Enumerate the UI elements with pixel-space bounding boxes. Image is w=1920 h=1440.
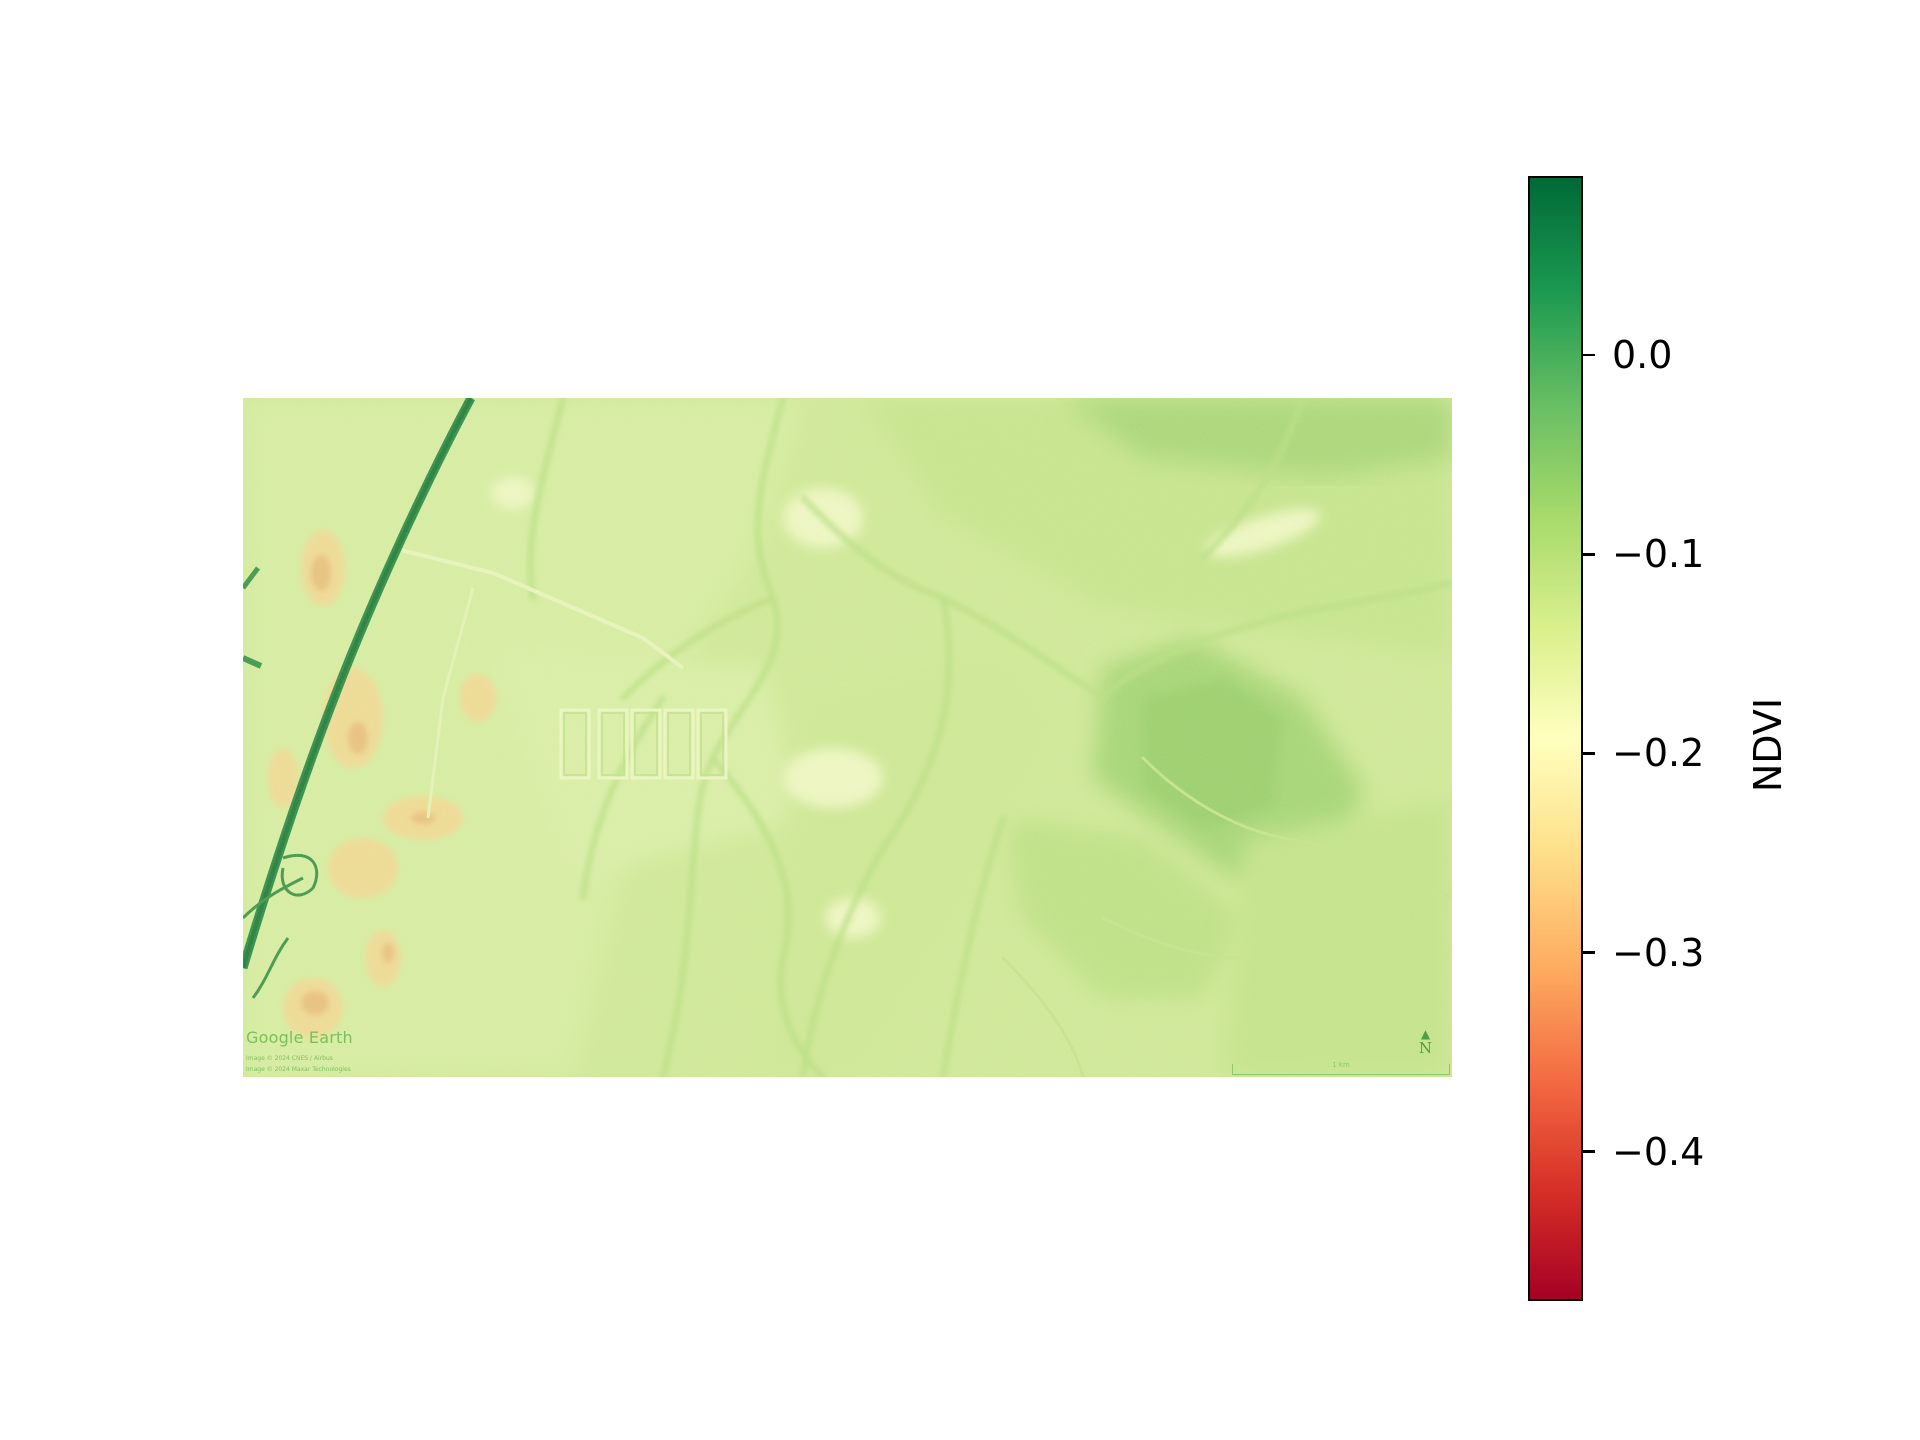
colorbar-frame [1528,176,1583,1301]
colorbar-title: NDVI [1746,697,1790,793]
ndvi-raster [243,398,1452,1077]
colorbar-tick-mark [1583,1150,1595,1153]
ndvi-map-image: Google Earth Image © 2024 CNES / Airbus … [243,398,1452,1077]
colorbar-tick-label: −0.1 [1612,532,1705,577]
colorbar-tick-mark [1583,353,1595,357]
imagery-credit-1: Image © 2024 CNES / Airbus [246,1055,333,1062]
colorbar-tick-mark [1583,951,1595,954]
north-arrow: ▲ N [1418,1027,1432,1057]
colorbar-tick-mark [1583,553,1595,556]
colorbar-gradient [1528,176,1583,1301]
google-earth-logo: Google Earth [246,1028,353,1047]
scale-bar-label: 1 km [1332,1061,1350,1069]
north-label: N [1418,1039,1432,1057]
colorbar-tick-mark [1583,752,1595,755]
imagery-credit-2: Image © 2024 Maxar Technologies [246,1066,351,1073]
scale-bar: 1 km [1232,1061,1450,1075]
colorbar-tick-label: 0.0 [1612,333,1673,378]
north-arrow-icon: ▲ [1420,1027,1431,1041]
colorbar-tick-label: −0.4 [1612,1129,1705,1174]
colorbar-tick-label: −0.2 [1612,731,1705,776]
colorbar-tick-label: −0.3 [1612,930,1705,975]
